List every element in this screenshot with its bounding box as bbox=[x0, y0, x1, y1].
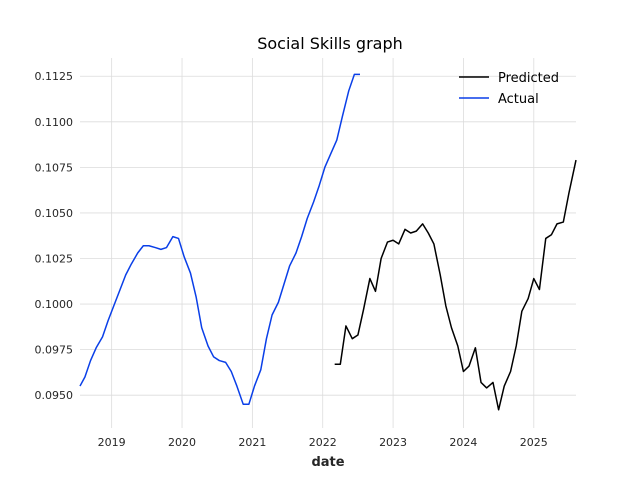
y-tick-label: 0.1125 bbox=[35, 70, 74, 83]
y-tick-label: 0.1025 bbox=[35, 252, 74, 265]
legend-label-predicted: Predicted bbox=[498, 71, 559, 86]
x-tick-label: 2019 bbox=[98, 436, 126, 449]
y-tick-label: 0.1075 bbox=[35, 161, 74, 174]
y-tick-label: 0.1000 bbox=[35, 298, 74, 311]
y-tick-label: 0.0975 bbox=[35, 344, 74, 357]
x-tick-label: 2023 bbox=[379, 436, 407, 449]
y-axis: 0.0950 0.0975 0.1000 0.1025 0.1050 0.1075 0.11… bbox=[35, 70, 74, 402]
x-tick-label: 2022 bbox=[309, 436, 337, 449]
series-line-predicted bbox=[334, 159, 577, 411]
x-tick-label: 2020 bbox=[168, 436, 196, 449]
legend: Predicted Actual bbox=[459, 71, 559, 107]
series-layer bbox=[79, 73, 577, 411]
y-tick-label: 0.1100 bbox=[35, 116, 74, 129]
x-tick-label: 2025 bbox=[520, 436, 548, 449]
x-axis: 2019 2020 2021 2022 2023 2024 2025 bbox=[98, 436, 548, 449]
x-tick-label: 2021 bbox=[238, 436, 266, 449]
chart-title: Social Skills graph bbox=[257, 34, 403, 53]
x-axis-label: date bbox=[311, 455, 344, 470]
y-tick-label: 0.1050 bbox=[35, 207, 74, 220]
grid bbox=[80, 58, 576, 428]
y-tick-label: 0.0950 bbox=[35, 389, 74, 402]
legend-label-actual: Actual bbox=[498, 92, 539, 107]
x-tick-label: 2024 bbox=[449, 436, 477, 449]
series-line-actual bbox=[79, 73, 361, 406]
